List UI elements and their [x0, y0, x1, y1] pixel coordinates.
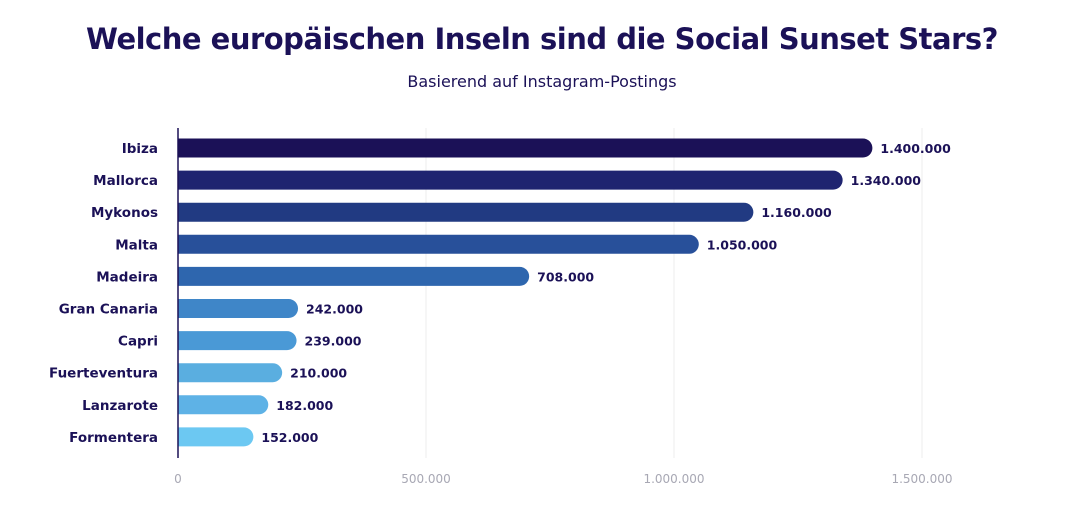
bar	[178, 331, 297, 351]
data-label: 708.000	[537, 269, 594, 284]
data-label: 1.340.000	[851, 173, 922, 188]
chart-title: Welche europäischen Inseln sind die Soci…	[85, 22, 999, 56]
bar	[178, 202, 754, 222]
data-label: 242.000	[306, 302, 363, 317]
bar	[178, 138, 873, 158]
bar	[178, 427, 254, 447]
bar	[178, 363, 283, 383]
x-tick-label: 0	[174, 472, 182, 486]
bar	[178, 266, 530, 286]
data-label: 1.050.000	[707, 237, 778, 252]
category-label: Formentera	[69, 430, 158, 446]
category-label: Capri	[118, 334, 158, 350]
category-label: Mykonos	[91, 205, 158, 221]
category-label: Gran Canaria	[59, 302, 158, 318]
chart-subtitle: Basierend auf Instagram-Postings	[407, 72, 677, 91]
x-tick-label: 1.500.000	[891, 472, 952, 486]
data-label: 210.000	[290, 366, 347, 381]
data-label: 1.160.000	[761, 205, 832, 220]
category-label: Lanzarote	[82, 398, 158, 414]
category-label: Fuerteventura	[49, 366, 158, 382]
x-tick-label: 500.000	[401, 472, 451, 486]
category-label: Malta	[115, 237, 158, 253]
category-label: Ibiza	[122, 141, 158, 157]
data-label: 239.000	[305, 334, 362, 349]
data-label: 1.400.000	[880, 141, 951, 156]
data-label: 182.000	[276, 398, 333, 413]
category-label: Mallorca	[93, 173, 158, 189]
data-label: 152.000	[261, 430, 318, 445]
bar	[178, 299, 299, 318]
bar	[178, 234, 699, 254]
x-tick-label: 1.000.000	[643, 472, 704, 486]
bar	[178, 395, 269, 415]
bar	[178, 170, 843, 190]
category-label: Madeira	[96, 269, 158, 285]
